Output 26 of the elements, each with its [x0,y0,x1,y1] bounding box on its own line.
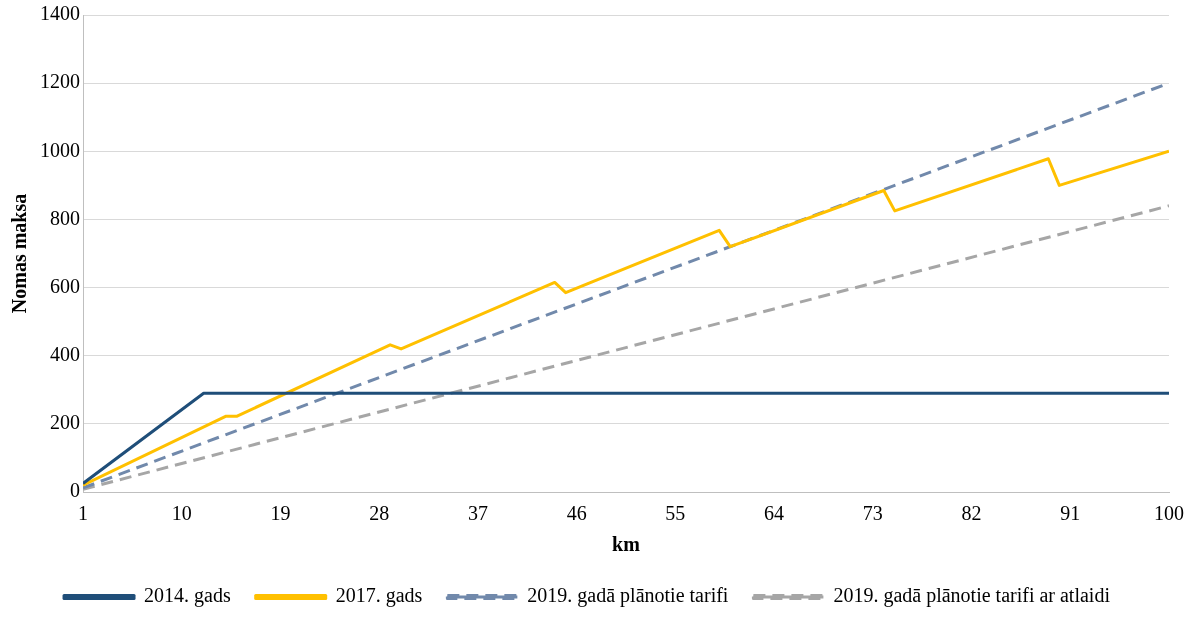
y-tick-label: 0 [70,479,80,502]
x-tick-label: 91 [1060,502,1081,525]
y-axis-title: Nomas maksa [8,193,31,314]
y-tick-label: 1200 [40,70,80,93]
legend-label: 2019. gadā plānotie tarifi ar atlaidi [833,584,1111,608]
x-tick-label: 1 [78,502,88,525]
x-tick-label: 55 [665,502,686,525]
y-tick-label: 800 [50,206,80,229]
y-tick-label: 600 [50,274,80,297]
y-tick-label: 1400 [40,2,80,25]
x-axis-title: km [612,533,641,556]
y-tick-label: 1000 [40,138,80,161]
x-tick-label: 10 [171,502,192,525]
y-tick-label: 200 [50,411,80,434]
y-tick-label: 400 [50,342,80,365]
x-tick-label: 73 [862,502,883,525]
legend-label: 2019. gadā plānotie tarifi [527,584,729,608]
x-tick-label: 37 [467,502,488,525]
x-tick-label: 46 [566,502,587,525]
x-tick-label: 100 [1154,502,1184,525]
x-tick-label: 82 [961,502,982,525]
x-tick-label: 19 [270,502,291,525]
x-tick-label: 64 [764,502,785,525]
legend-label: 2017. gads [335,584,423,608]
x-tick-label: 28 [369,502,390,525]
legend-label: 2014. gads [144,584,231,608]
